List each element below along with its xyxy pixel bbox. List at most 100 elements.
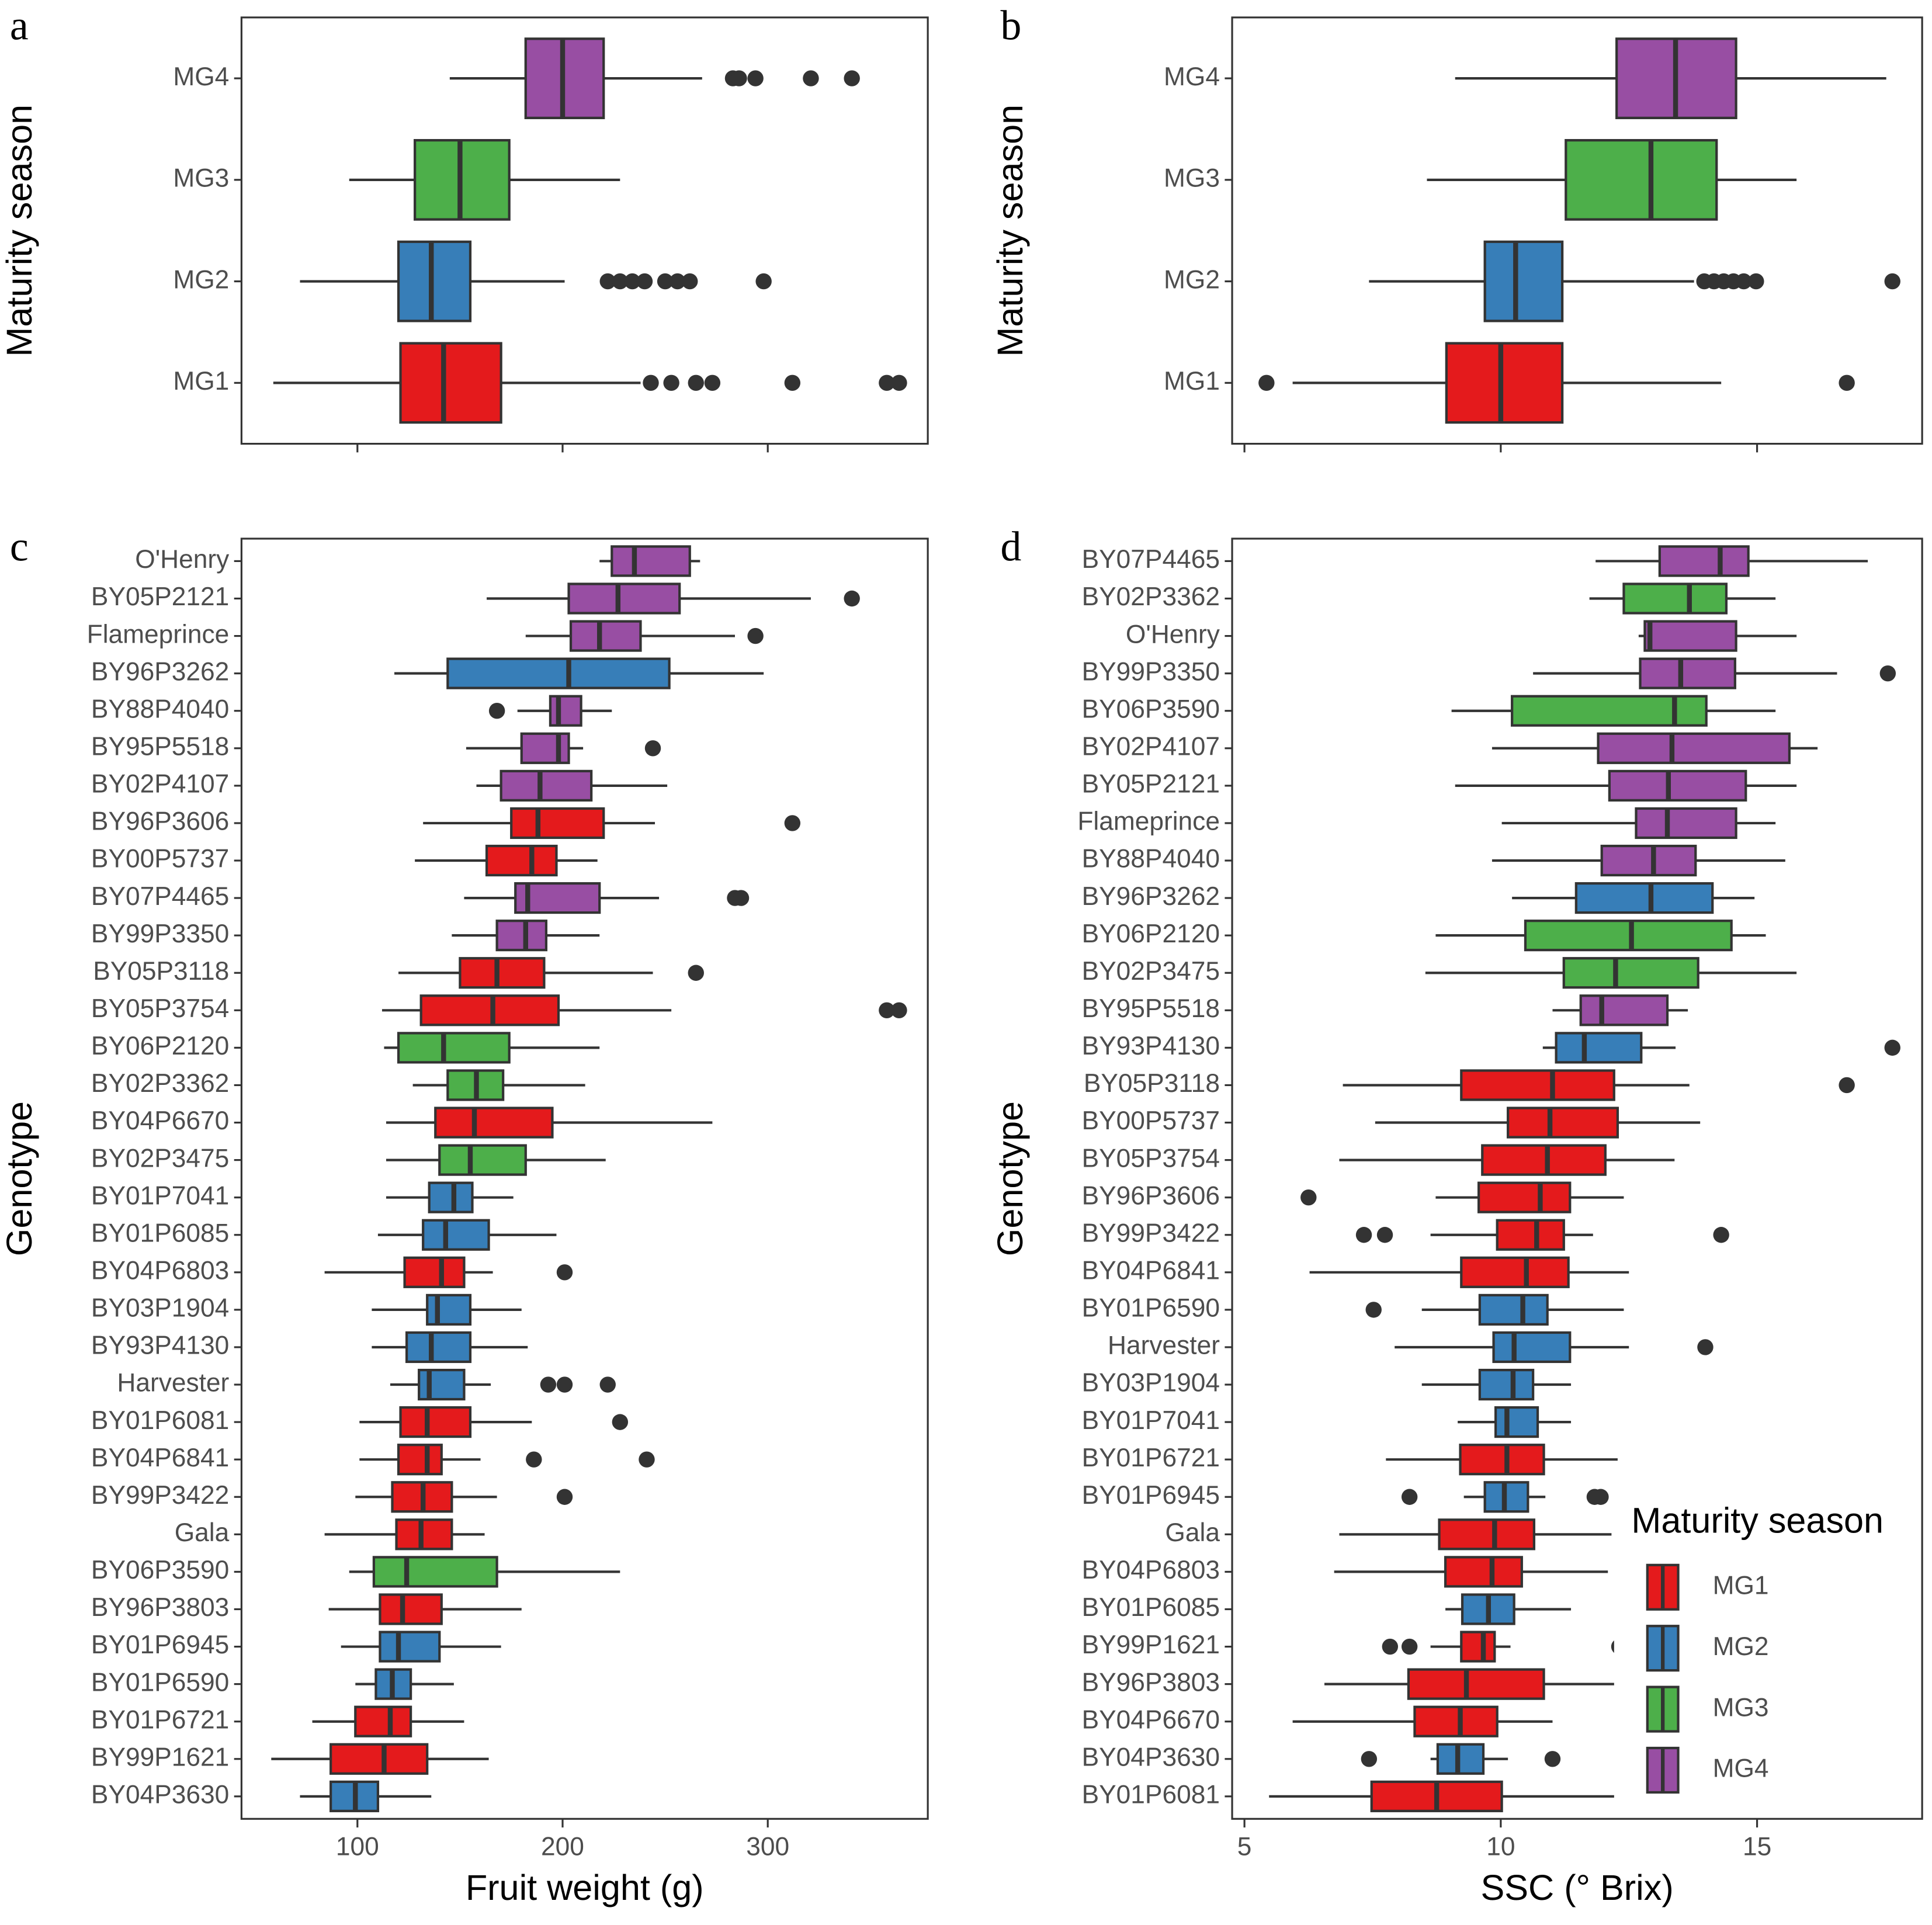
box-group: [300, 1780, 432, 1812]
y-tick-label: MG1: [173, 367, 229, 396]
box-group: [1269, 1780, 1729, 1812]
box: [405, 1331, 472, 1364]
box: [500, 769, 593, 802]
box: [397, 240, 472, 322]
box: [434, 1107, 554, 1139]
legend-title: Maturity season: [1631, 1500, 1884, 1540]
box: [379, 1593, 443, 1625]
y-tick-label: BY01P6085: [91, 1219, 229, 1247]
box-group: [1375, 1107, 1701, 1139]
box: [495, 920, 548, 952]
legend: Maturity season MG1 MG2 MG3 MG4: [1614, 1496, 1920, 1814]
outlier: [644, 740, 661, 757]
x-tick-label: 100: [336, 1833, 379, 1861]
y-tick-label: MG2: [173, 265, 229, 294]
y-tick-label: BY05P2121: [91, 582, 229, 611]
y-tick-label: BY99P3350: [91, 920, 229, 948]
box: [567, 582, 681, 615]
y-tick-label: BY05P3118: [1084, 1069, 1220, 1098]
box-group: [398, 957, 704, 989]
box-group: [1361, 1743, 1561, 1775]
y-tick-label: MG2: [1164, 265, 1220, 294]
x-tick-label: 200: [541, 1833, 584, 1861]
box: [397, 1032, 511, 1064]
outlier: [803, 70, 819, 86]
outlier: [1401, 1638, 1418, 1655]
box: [397, 1444, 443, 1476]
box: [379, 1631, 441, 1663]
outlier: [731, 70, 747, 86]
y-axis-title: Genotype: [990, 1101, 1030, 1256]
y-tick-label: BY06P2120: [91, 1032, 229, 1060]
outlier: [556, 1489, 573, 1505]
box-group: [349, 1556, 620, 1588]
box: [459, 957, 546, 989]
x-tick-label: 300: [746, 1833, 789, 1861]
box: [1444, 1556, 1523, 1588]
y-tick-label: BY07P4465: [91, 882, 229, 911]
box-group: [1542, 1032, 1900, 1064]
box: [1460, 1631, 1496, 1663]
box-group: [394, 657, 764, 689]
panel-label: b: [1001, 2, 1022, 48]
y-tick-label: BY01P6081: [1082, 1781, 1220, 1809]
box: [446, 657, 671, 689]
box: [1413, 1705, 1499, 1737]
y-tick-label: MG1: [1164, 367, 1220, 396]
y-tick-label: MG4: [1164, 63, 1220, 91]
y-axis-title: Genotype: [0, 1101, 39, 1256]
outlier: [688, 374, 704, 391]
outlier: [556, 1264, 573, 1281]
box-group: [1501, 807, 1776, 840]
box-group: [390, 1368, 616, 1401]
y-tick-label: BY01P7041: [1082, 1406, 1220, 1435]
outlier: [1713, 1227, 1729, 1243]
outlier: [879, 374, 895, 391]
box: [549, 695, 582, 727]
box: [419, 994, 560, 1026]
box-group: [525, 620, 764, 652]
box-group: [312, 1705, 464, 1737]
box-group: [300, 240, 772, 322]
box-group: [386, 1107, 713, 1139]
y-tick-label: BY04P3630: [1082, 1743, 1220, 1771]
box: [1658, 545, 1750, 577]
y-tick-label: BY02P3475: [1082, 957, 1220, 986]
box-group: [1533, 657, 1896, 689]
box-group: [1589, 582, 1776, 615]
y-tick-label: BY05P3118: [93, 957, 229, 986]
legend-label: MG4: [1713, 1754, 1769, 1783]
outlier: [624, 273, 641, 290]
outlier: [784, 374, 801, 391]
box-group: [476, 769, 668, 802]
box: [399, 342, 502, 424]
y-tick-label: BY05P2121: [1082, 770, 1220, 799]
box-group: [386, 1181, 514, 1213]
box: [1608, 769, 1747, 802]
box: [395, 1518, 453, 1551]
y-tick-label: BY99P3350: [1082, 657, 1220, 686]
plot-area: [240, 537, 929, 1820]
box: [1555, 1032, 1643, 1064]
outlier: [844, 70, 860, 86]
y-axis-title: Maturity season: [0, 105, 39, 357]
y-tick-label: BY01P6081: [91, 1406, 229, 1435]
outlier: [784, 815, 801, 831]
box-group: [1339, 1518, 1612, 1551]
box: [1407, 1668, 1545, 1700]
outlier: [663, 374, 679, 391]
box-group: [273, 342, 907, 424]
y-tick-label: BY00P5737: [1082, 1107, 1220, 1135]
outlier: [1839, 1077, 1855, 1094]
y-tick-label: BY99P1621: [91, 1743, 229, 1771]
box-group: [1365, 1293, 1624, 1326]
box-group: [372, 1293, 522, 1326]
box-group: [1309, 1256, 1629, 1288]
outlier: [1376, 1227, 1393, 1243]
box-group: [412, 1069, 585, 1101]
box-group: [386, 1144, 606, 1176]
box: [1478, 1293, 1549, 1326]
y-tick-label: O'Henry: [135, 545, 230, 574]
outlier: [1884, 1039, 1900, 1056]
box: [1460, 1256, 1570, 1288]
